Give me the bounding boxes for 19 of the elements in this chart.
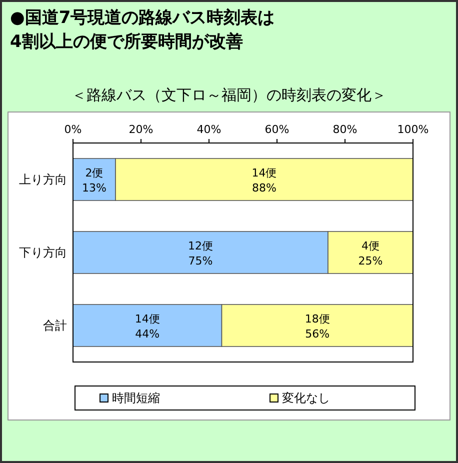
legend-label: 変化なし bbox=[282, 391, 330, 405]
x-tick-label: 40% bbox=[196, 123, 222, 136]
data-label: 18便 56% bbox=[304, 312, 330, 340]
x-tick-label: 0% bbox=[64, 123, 82, 136]
y-tick-label: 上り方向 bbox=[19, 172, 67, 186]
x-tick-label: 80% bbox=[332, 123, 358, 136]
data-label: 4便 25% bbox=[358, 240, 383, 268]
chart-subtitle: ＜路線バス（文下ロ～福岡）の時刻表の変化＞ bbox=[72, 86, 386, 104]
y-tick-label: 合計 bbox=[43, 318, 67, 332]
data-label: 12便 75% bbox=[188, 240, 213, 268]
data-label: 14便 44% bbox=[134, 312, 160, 340]
x-tick-label: 100% bbox=[397, 123, 429, 136]
x-tick-label: 60% bbox=[264, 123, 290, 136]
legend-label: 時間短縮 bbox=[112, 391, 160, 405]
x-tick-label: 20% bbox=[128, 123, 154, 136]
data-label: 14便 88% bbox=[252, 166, 277, 194]
chart-title: ●国道7号現道の路線バス時刻表は 4割以上の便で所要時間が改善 bbox=[10, 8, 275, 52]
y-tick-label: 下り方向 bbox=[19, 246, 67, 260]
data-label: 2便 13% bbox=[82, 166, 106, 194]
